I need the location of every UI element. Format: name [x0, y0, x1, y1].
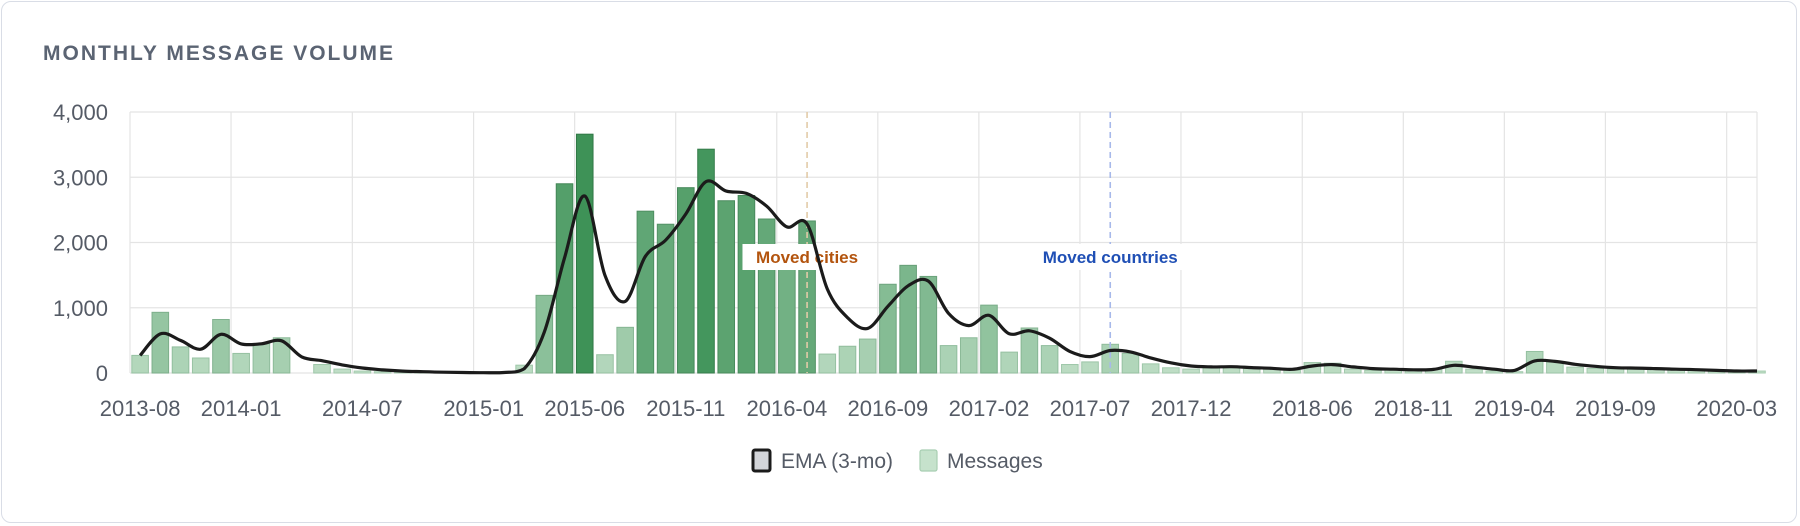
bar-messages-2016-06 — [818, 353, 837, 374]
bar-messages-2019-09 — [1606, 368, 1625, 374]
x-tick-label: 2017-02 — [949, 396, 1030, 421]
bar-messages-2014-08 — [373, 371, 392, 374]
bar-messages-2016-02 — [737, 195, 756, 374]
bar-messages-2016-09 — [879, 283, 897, 374]
bar-messages-2016-07 — [838, 345, 857, 374]
annotation-label-bg — [1031, 244, 1190, 270]
bar-messages-2014-07 — [353, 370, 372, 374]
legend-label-ema: EMA (3-mo) — [781, 450, 893, 473]
bar-messages-2018-09 — [1364, 369, 1382, 374]
x-tick-label: 2014-01 — [201, 396, 282, 421]
x-tick-label: 2017-07 — [1050, 396, 1131, 421]
bar-messages-2015-12 — [697, 148, 715, 374]
bar-messages-2019-03 — [1485, 370, 1504, 374]
bar-messages-2015-09 — [636, 210, 655, 374]
bar-messages-2016-08 — [858, 338, 877, 374]
bar-messages-2017-08 — [1101, 343, 1120, 374]
bar-messages-2019-08 — [1586, 367, 1605, 374]
bar-messages-2016-03 — [757, 218, 776, 374]
bar-messages-2017-04 — [1020, 327, 1039, 374]
bar-messages-2015-07 — [596, 354, 614, 374]
x-tick-label: 2017-12 — [1151, 396, 1232, 421]
x-tick-label: 2016-09 — [848, 396, 929, 421]
chart-title: MONTHLY MESSAGE VOLUME — [43, 42, 396, 65]
bar-messages-2016-11 — [919, 275, 938, 374]
annotation-label-bg — [742, 244, 872, 270]
x-tick-label: 2014-07 — [322, 396, 403, 421]
bar-messages-2017-03 — [1000, 351, 1018, 374]
y-tick-label: 0 — [96, 361, 108, 386]
bar-messages-2013-12 — [212, 318, 230, 374]
legend-swatch-messages — [919, 449, 938, 472]
bar-messages-2019-02 — [1465, 368, 1483, 374]
bar-messages-2017-06 — [1061, 364, 1079, 374]
y-tick-label: 4,000 — [53, 100, 108, 125]
bar-messages-2017-11 — [1162, 367, 1180, 374]
bar-messages-2019-07 — [1566, 366, 1584, 374]
bar-messages-2017-09 — [1121, 352, 1140, 374]
annotations: Moved cities Moved countries — [742, 112, 1190, 373]
bar-messages-2016-12 — [939, 345, 958, 374]
x-tick-label: 2018-06 — [1272, 396, 1353, 421]
x-tick-label: 2013-08 — [100, 396, 181, 421]
bar-messages-2016-10 — [899, 264, 917, 374]
x-tick-label: 2016-04 — [746, 396, 827, 421]
bar-messages-2014-05 — [313, 364, 331, 374]
bar-messages-2017-02 — [980, 304, 998, 374]
y-axis: 0 1,000 2,000 3,000 4,000 — [53, 100, 108, 386]
legend: EMA (3-mo) Messages — [751, 448, 1043, 473]
bar-messages-2017-12 — [1182, 368, 1200, 374]
x-tick-label: 2019-04 — [1474, 396, 1555, 421]
annotation-label: Moved cities — [756, 248, 858, 267]
bar-messages-2013-11 — [191, 357, 210, 374]
bar-messages-2015-11 — [677, 187, 695, 374]
legend-swatch-ema — [751, 448, 772, 473]
bar-messages-2013-10 — [171, 346, 190, 374]
bar-messages-2018-01 — [1202, 367, 1221, 374]
bar-messages-2015-06 — [575, 133, 594, 374]
bar-messages-2017-10 — [1141, 363, 1160, 374]
bars-messages — [131, 133, 1766, 374]
bar-messages-2014-01 — [232, 352, 250, 374]
x-tick-label: 2015-11 — [646, 396, 725, 421]
bar-messages-2013-08 — [131, 354, 149, 374]
bar-messages-2013-09 — [151, 311, 170, 374]
annotation-label: Moved countries — [1043, 248, 1178, 267]
bar-messages-2014-06 — [333, 368, 352, 374]
y-tick-label: 3,000 — [53, 165, 108, 190]
bar-messages-2014-03 — [272, 337, 291, 374]
x-tick-label: 2019-09 — [1575, 396, 1656, 421]
x-tick-label: 2018-11 — [1374, 396, 1453, 421]
bar-messages-2015-05 — [555, 183, 574, 374]
x-tick-label: 2015-01 — [443, 396, 524, 421]
legend-label-messages: Messages — [947, 450, 1043, 473]
grid — [129, 111, 1758, 374]
bar-messages-2014-02 — [252, 343, 271, 374]
bar-messages-2017-07 — [1081, 361, 1099, 374]
x-tick-label: 2015-06 — [544, 396, 625, 421]
bar-messages-2017-05 — [1040, 345, 1059, 374]
y-tick-label: 2,000 — [53, 231, 108, 256]
line-ema-3mo — [138, 179, 1758, 375]
bar-messages-2015-10 — [656, 223, 675, 374]
x-tick-label: 2020-03 — [1696, 396, 1777, 421]
bar-messages-2015-08 — [616, 326, 634, 374]
bar-messages-2018-08 — [1343, 368, 1362, 374]
y-tick-label: 1,000 — [53, 296, 108, 321]
x-axis: 2013-08 2014-01 2014-07 2015-01 2015-06 2015-… — [100, 396, 1777, 421]
bar-messages-2017-01 — [959, 337, 978, 374]
bar-messages-2016-01 — [717, 200, 736, 374]
